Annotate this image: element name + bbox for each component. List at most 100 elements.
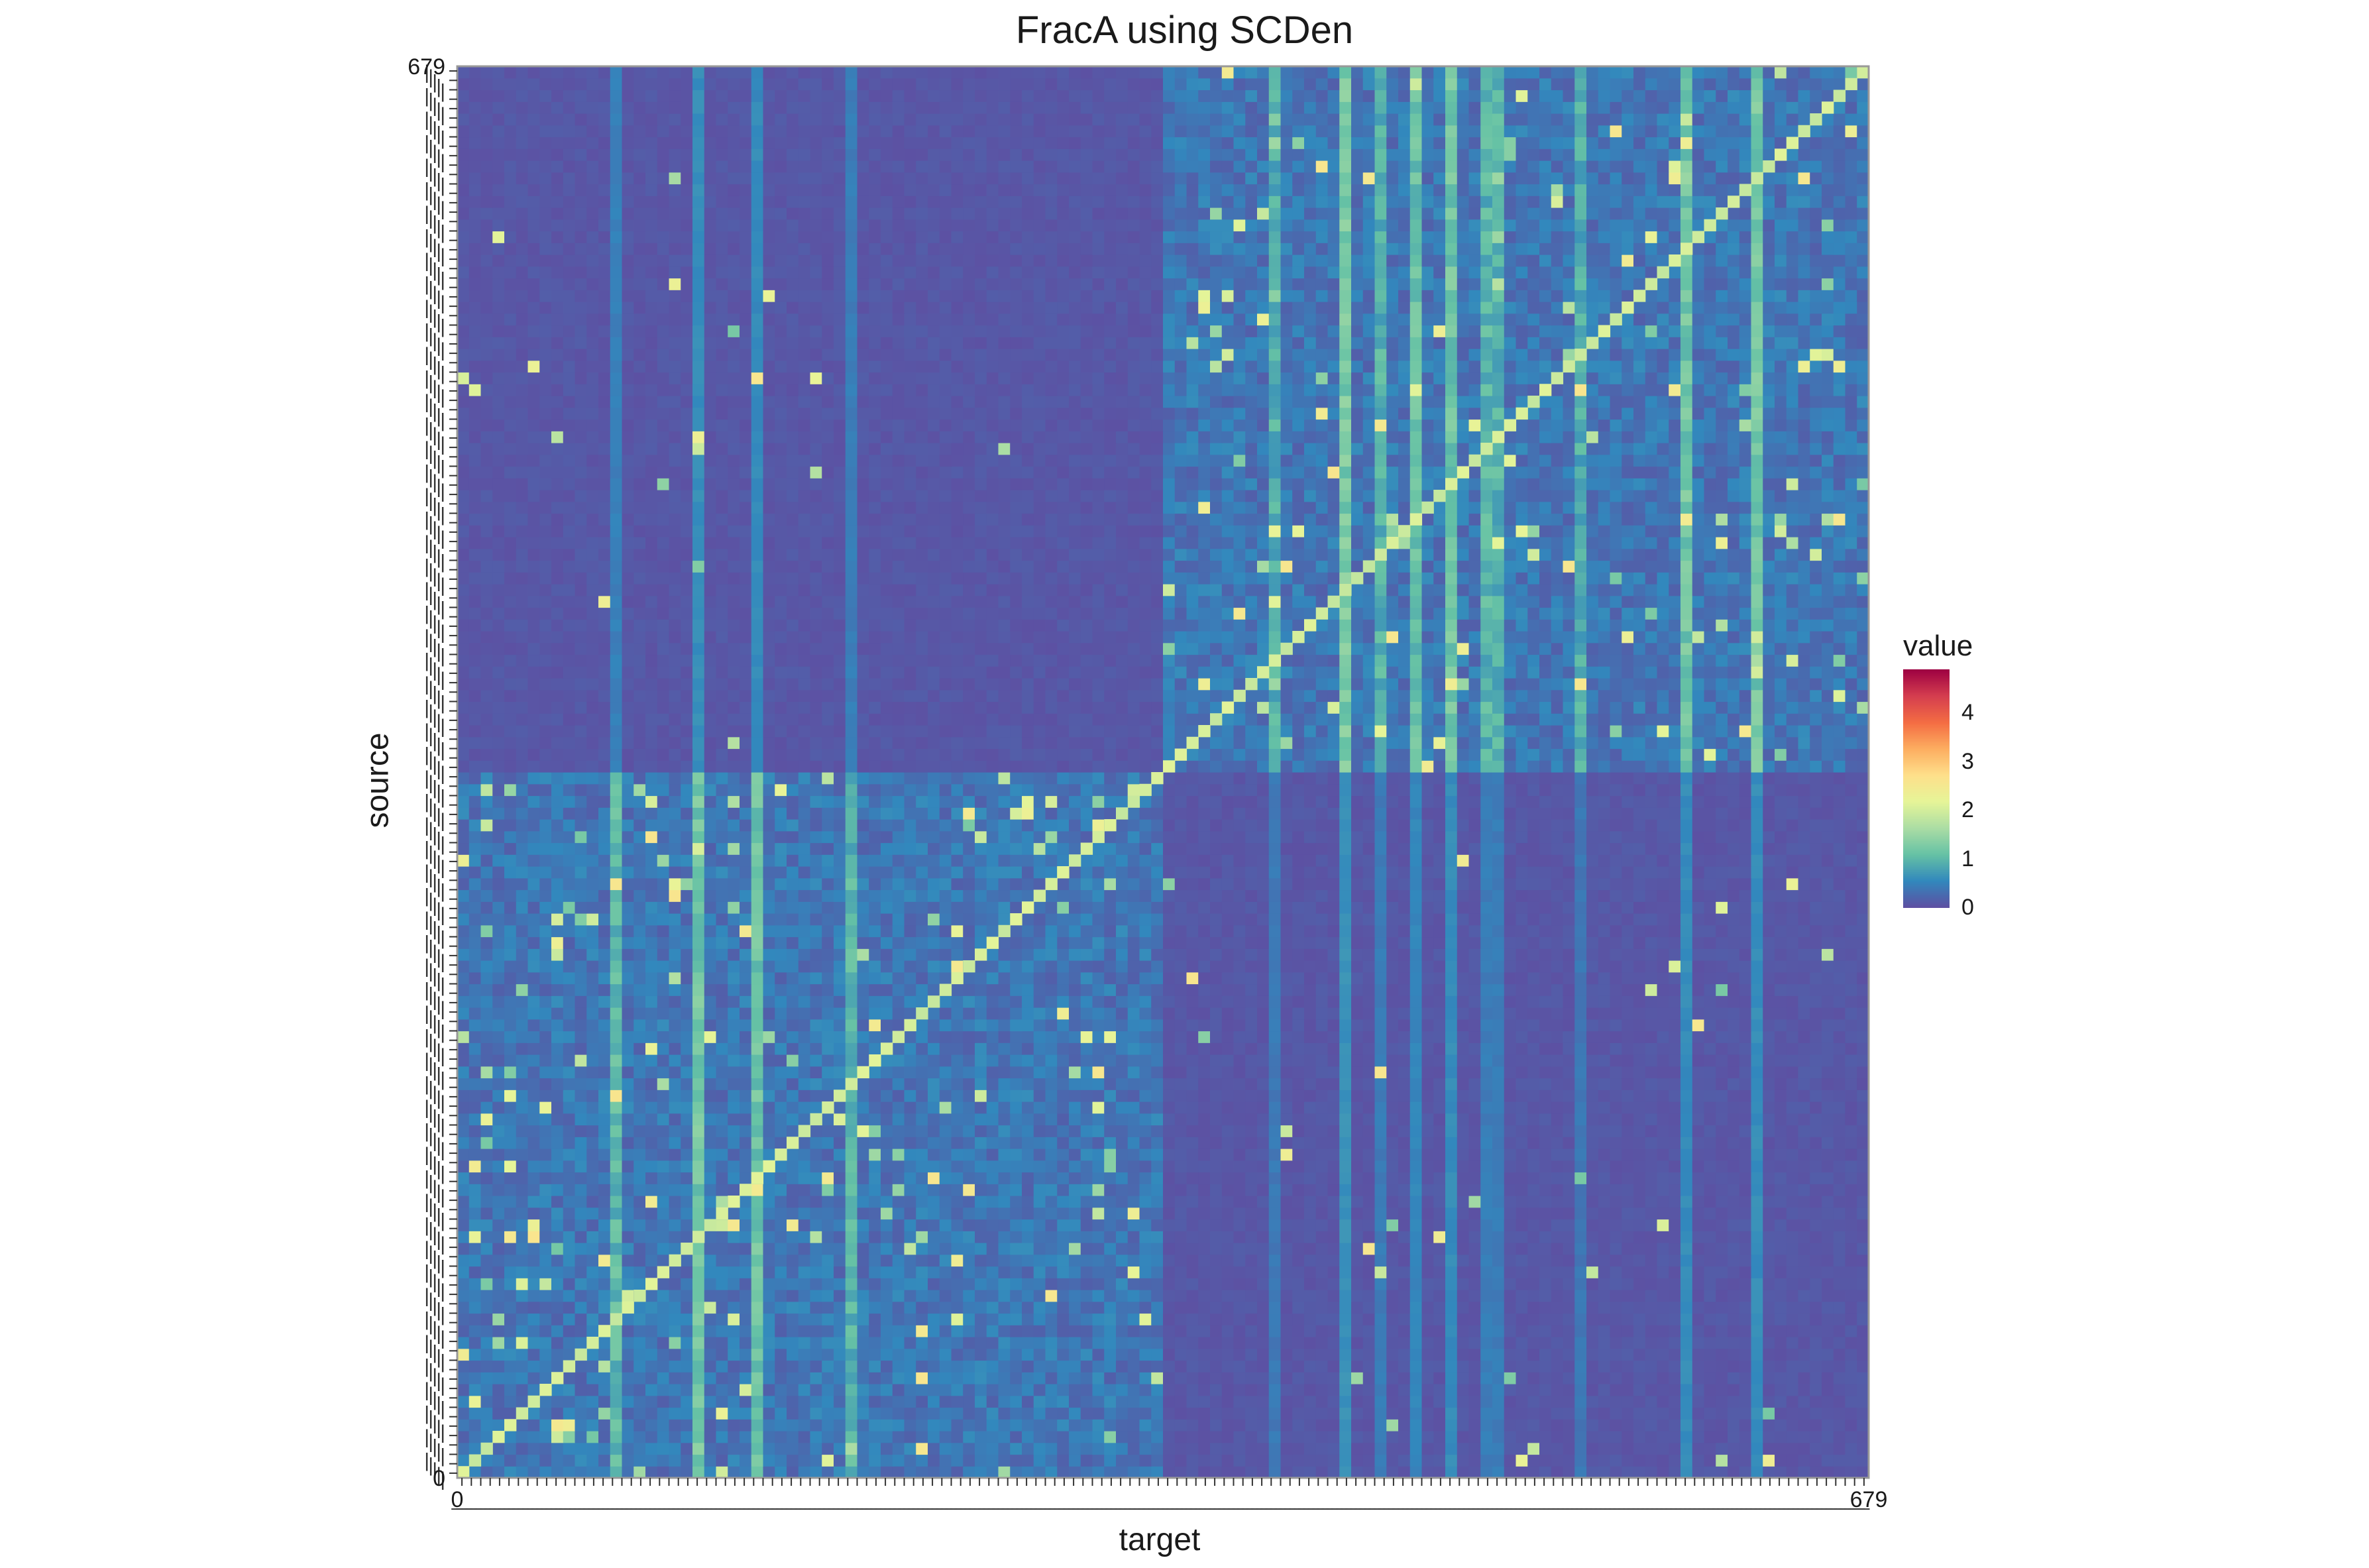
heatmap-cell (1398, 1019, 1411, 1032)
heatmap-cell (1351, 1007, 1364, 1020)
heatmap-cell (1468, 1384, 1481, 1396)
heatmap-cell (1810, 1384, 1822, 1396)
heatmap-cell (787, 1078, 799, 1090)
heatmap-cell (1775, 1101, 1787, 1114)
heatmap-cell (1139, 1466, 1152, 1479)
heatmap-cell (1022, 1172, 1034, 1184)
heatmap-cell (1492, 1090, 1505, 1102)
heatmap-cell (1327, 1313, 1340, 1325)
heatmap-cell (1292, 1184, 1305, 1196)
heatmap-cell (834, 1301, 846, 1314)
heatmap-cell (1716, 1431, 1728, 1443)
heatmap-cell (516, 1184, 529, 1196)
heatmap-cell (1386, 1301, 1399, 1314)
heatmap-cell (669, 1442, 681, 1455)
heatmap-cell (1539, 1372, 1552, 1384)
heatmap-cell (1104, 1184, 1117, 1196)
heatmap-cell (1610, 1348, 1622, 1361)
heatmap-cell (1833, 1160, 1846, 1173)
heatmap-cell (551, 1172, 564, 1184)
heatmap-cell (1221, 1148, 1235, 1161)
heatmap-cell (1198, 1066, 1211, 1079)
heatmap-cell (1045, 1360, 1058, 1372)
heatmap-cell (986, 1419, 999, 1431)
heatmap-cell (480, 1113, 493, 1126)
heatmap-cell (1362, 1290, 1376, 1302)
heatmap-cell (1657, 1007, 1669, 1020)
heatmap-cell (1139, 1360, 1152, 1372)
heatmap-cell (1398, 1031, 1411, 1043)
heatmap-cell (1669, 1090, 1681, 1102)
heatmap-cell (881, 1148, 893, 1161)
heatmap-cell (1151, 1372, 1164, 1384)
heatmap-cell (1610, 1137, 1622, 1149)
heatmap-cell (1315, 1219, 1329, 1231)
heatmap-cell (1786, 1148, 1799, 1161)
heatmap-cell (1327, 1372, 1340, 1384)
heatmap-cell (1257, 1243, 1270, 1255)
heatmap-cell (1339, 1019, 1352, 1032)
heatmap-cell (857, 1125, 869, 1137)
heatmap-cell (892, 1007, 905, 1020)
heatmap-cell (1339, 1384, 1352, 1396)
heatmap-cell (1092, 1113, 1105, 1126)
heatmap-cell (1657, 1454, 1669, 1467)
heatmap-cell (1716, 1219, 1728, 1231)
heatmap-cell (1127, 1466, 1140, 1479)
heatmap-cell (1527, 1466, 1540, 1479)
heatmap-cell (1716, 1395, 1728, 1408)
heatmap-cell (1574, 1442, 1587, 1455)
heatmap-cell (1057, 1431, 1070, 1443)
heatmap-cell (1633, 1395, 1646, 1408)
heatmap-cell (1139, 1219, 1152, 1231)
heatmap-cell (1057, 1254, 1070, 1267)
heatmap-cell (1022, 1290, 1034, 1302)
heatmap-cell (1257, 1231, 1270, 1243)
heatmap-cell (716, 1348, 728, 1361)
heatmap-cell (1433, 1266, 1446, 1278)
heatmap-cell (963, 1054, 975, 1067)
heatmap-cell (575, 983, 587, 996)
heatmap-cell (551, 1313, 564, 1325)
heatmap-cell (551, 1196, 564, 1208)
heatmap-cell (904, 1137, 916, 1149)
heatmap-cell (1174, 1160, 1187, 1173)
heatmap-cell (1480, 1031, 1493, 1043)
heatmap-cell (645, 1101, 658, 1114)
heatmap-cell (1445, 995, 1458, 1008)
heatmap-cell (834, 1219, 846, 1231)
heatmap-cell (1245, 983, 1258, 996)
heatmap-cell (1822, 1066, 1834, 1079)
heatmap-cell (1739, 1231, 1752, 1243)
heatmap-cell (881, 1160, 893, 1173)
heatmap-cell (551, 1207, 564, 1220)
heatmap-cell (704, 1031, 717, 1043)
heatmap-cell (1104, 1042, 1117, 1055)
heatmap-cell (1257, 1301, 1270, 1314)
heatmap-cell (1398, 1231, 1411, 1243)
heatmap-cell (998, 983, 1011, 996)
heatmap-cell (798, 1019, 811, 1032)
heatmap-cell (1022, 1207, 1034, 1220)
heatmap-cell (740, 1360, 752, 1372)
heatmap-cell (1739, 1019, 1752, 1032)
heatmap-cell (1445, 1184, 1458, 1196)
heatmap-cell (1563, 1278, 1575, 1290)
heatmap-cell (1362, 1348, 1376, 1361)
heatmap-cell (1563, 1395, 1575, 1408)
heatmap-cell (1704, 1042, 1716, 1055)
heatmap-cell (645, 1007, 658, 1020)
heatmap-cell (1433, 1301, 1446, 1314)
heatmap-cell (1186, 983, 1199, 996)
heatmap-cell (1445, 1313, 1458, 1325)
heatmap-cell (1716, 1360, 1728, 1372)
heatmap-cell (1116, 1431, 1129, 1443)
heatmap-cell (1845, 1348, 1857, 1361)
heatmap-cell (492, 1243, 505, 1255)
heatmap-cell (1633, 1454, 1646, 1467)
heatmap-cell (1280, 1243, 1293, 1255)
heatmap-cell (939, 1090, 952, 1102)
heatmap-cell (998, 1243, 1011, 1255)
heatmap-cell (704, 1466, 717, 1479)
heatmap-cell (1539, 1031, 1552, 1043)
